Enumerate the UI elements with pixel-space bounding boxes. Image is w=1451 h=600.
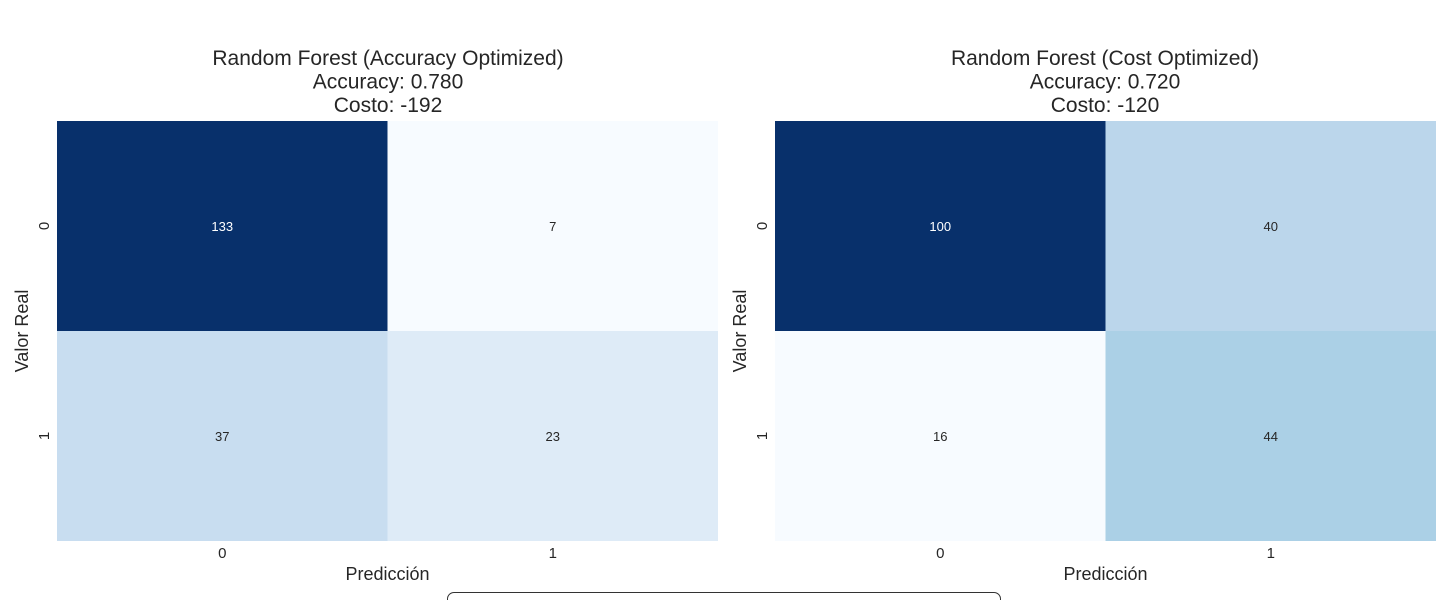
chart-title-line-3: Costo: -192 [334, 94, 443, 117]
chart-title-line-2: Accuracy: 0.780 [313, 71, 464, 94]
cell-value-label: 133 [211, 219, 233, 234]
heatmap-panel-1: Random Forest (Accuracy Optimized)Accura… [12, 47, 718, 584]
x-tick-label: 0 [936, 545, 944, 562]
x-tick-label: 1 [1267, 545, 1275, 562]
heatmap-cell-r0-c1 [1105, 121, 1436, 331]
cell-value-label: 40 [1264, 219, 1278, 234]
chart-title-line-1: Random Forest (Accuracy Optimized) [212, 47, 563, 70]
cell-value-label: 16 [933, 429, 947, 444]
heatmap-cell-r0-c0 [775, 121, 1106, 331]
chart-title-line-1: Random Forest (Cost Optimized) [951, 47, 1259, 70]
heatmap-cell-r1-c1 [1105, 331, 1436, 541]
text-box [447, 592, 1001, 600]
y-axis-label: Valor Real [12, 290, 32, 373]
heatmap-cell-r0-c1 [387, 121, 718, 331]
heatmap-cell-r1-c0 [775, 331, 1106, 541]
x-tick-label: 0 [218, 545, 226, 562]
y-tick-label: 0 [36, 222, 53, 230]
cell-value-label: 37 [215, 429, 229, 444]
y-tick-label: 1 [754, 432, 771, 440]
heatmap-panel-2: Random Forest (Cost Optimized)Accuracy: … [730, 47, 1436, 584]
cell-value-label: 7 [549, 219, 556, 234]
cell-value-label: 44 [1264, 429, 1278, 444]
chart-title-line-3: Costo: -120 [1051, 94, 1160, 117]
cell-value-label: 100 [929, 219, 951, 234]
x-axis-label: Predicción [345, 564, 429, 584]
cell-value-label: 23 [546, 429, 560, 444]
y-tick-label: 1 [36, 432, 53, 440]
heatmap-cell-r0-c0 [57, 121, 388, 331]
chart-title-line-2: Accuracy: 0.720 [1030, 71, 1181, 94]
y-axis-label: Valor Real [730, 290, 750, 373]
x-axis-label: Predicción [1063, 564, 1147, 584]
heatmap-cell-r1-c1 [387, 331, 718, 541]
heatmap-cell-r1-c0 [57, 331, 388, 541]
y-tick-label: 0 [754, 222, 771, 230]
x-tick-label: 1 [549, 545, 557, 562]
